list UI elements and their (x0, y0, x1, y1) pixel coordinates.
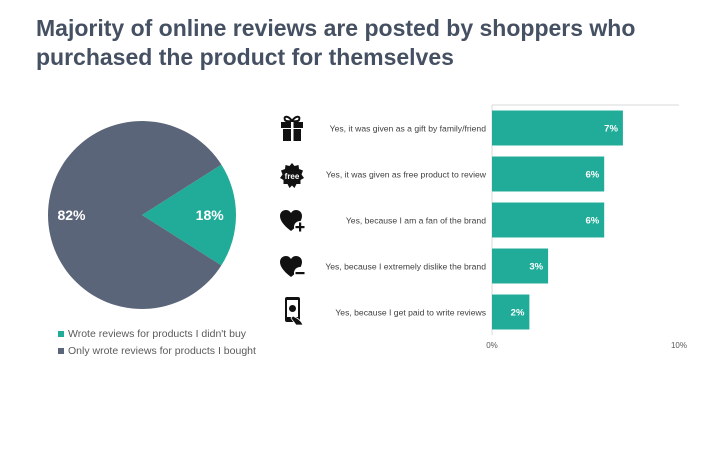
bar-category-label-1: Yes, it was given as free product to rev… (326, 170, 487, 180)
legend-swatch-slate (58, 347, 64, 354)
chart-title: Majority of online reviews are posted by… (36, 15, 636, 70)
bar-data-label-0: 7% (604, 124, 618, 135)
bar-data-label-2: 6% (585, 216, 599, 227)
heart-plus-icon (280, 210, 306, 233)
legend-label-didnt-buy: Wrote reviews for products I didn't buy (68, 327, 247, 340)
bar-data-label-4: 2% (511, 308, 525, 319)
bar-3 (492, 248, 549, 284)
pie-slice-0 (142, 164, 236, 266)
gift-icon (281, 115, 303, 141)
bar-category-label-2: Yes, because I am a fan of the brand (346, 216, 486, 226)
bar-4 (492, 294, 530, 330)
pie-data-label-1: 82% (57, 207, 86, 223)
bar-category-label-0: Yes, it was given as a gift by family/fr… (330, 124, 487, 134)
free-badge-text: free (285, 172, 300, 181)
x-tick-label-0: 0% (486, 341, 498, 350)
bar-2 (492, 202, 605, 238)
legend-swatch-teal (58, 330, 64, 337)
phone-money-icon (285, 297, 304, 326)
bar-data-label-1: 6% (585, 170, 599, 181)
bar-category-label-3: Yes, because I extremely dislike the bra… (325, 262, 486, 272)
legend-label-bought: Only wrote reviews for products I bought (68, 344, 256, 357)
bar-category-label-4: Yes, because I get paid to write reviews (335, 308, 486, 318)
free-badge-icon: free (280, 163, 304, 188)
legend-item-bought: Only wrote reviews for products I bought (58, 342, 256, 359)
bar-data-label-3: 3% (529, 262, 543, 273)
bar-1 (492, 156, 605, 192)
heart-minus-icon (280, 256, 306, 279)
legend-item-didnt-buy: Wrote reviews for products I didn't buy (58, 325, 256, 342)
pie-legend: Wrote reviews for products I didn't buy … (58, 325, 256, 359)
pie-slice-1 (47, 120, 222, 309)
pie-data-label-0: 18% (196, 207, 225, 223)
bar-0 (492, 110, 623, 146)
x-tick-label-1: 10% (671, 341, 687, 350)
